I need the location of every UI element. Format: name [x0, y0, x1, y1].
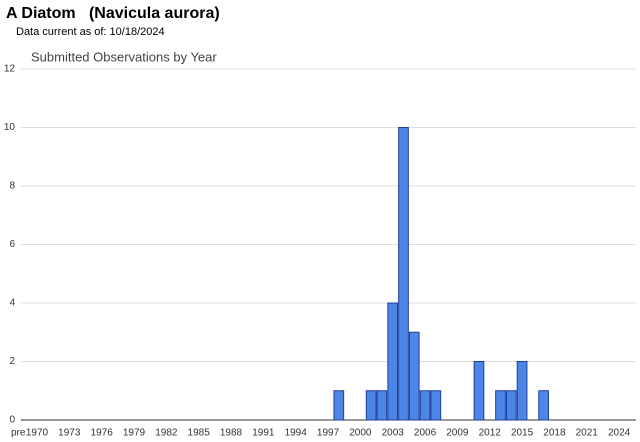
bar [419, 390, 431, 421]
page-title: A Diatom (Navicula aurora) [6, 5, 220, 22]
bar [387, 302, 399, 421]
x-tick-label: 2021 [576, 428, 599, 439]
bar [505, 390, 517, 421]
x-tick-label: 2018 [543, 428, 566, 439]
y-tick-label: 2 [9, 356, 15, 367]
y-tick-label: 0 [9, 415, 15, 426]
x-tick-label: 2003 [382, 428, 405, 439]
x-tick-label: 1994 [285, 428, 308, 439]
x-tick-label: 2015 [511, 428, 534, 439]
y-tick-label: 8 [9, 181, 15, 192]
y-tick-label: 6 [9, 239, 15, 250]
x-tick-label: 1997 [317, 428, 340, 439]
x-tick-label: 1970 [26, 428, 49, 439]
y-tick-label: 12 [4, 64, 16, 75]
x-tick-label: 2000 [349, 428, 372, 439]
x-tick-label: 2009 [446, 428, 469, 439]
data-date: Data current as of: 10/18/2024 [16, 26, 165, 38]
x-tick-label: 1991 [252, 428, 275, 439]
x-tick-label: 1982 [155, 428, 178, 439]
x-tick-label: 2006 [414, 428, 437, 439]
bar [538, 390, 549, 421]
x-tick-label: 1988 [220, 428, 243, 439]
x-tick-label: 2012 [479, 428, 502, 439]
x-tick-label: 1985 [188, 428, 211, 439]
bar [398, 127, 409, 421]
x-tick-label: 1976 [91, 428, 114, 439]
bar [333, 390, 345, 421]
y-tick-label: 10 [4, 122, 16, 133]
bar [376, 390, 388, 421]
y-tick-label: 4 [9, 298, 15, 309]
x-tick-label: 1979 [123, 428, 146, 439]
bar [473, 361, 485, 421]
bar [495, 390, 506, 421]
bar [408, 331, 420, 421]
bar [516, 361, 528, 421]
chart-title: Submitted Observations by Year [31, 49, 217, 64]
bar [365, 390, 377, 421]
x-tick-label: pre [11, 428, 26, 439]
x-tick-label: 2024 [608, 428, 631, 439]
x-tick-label: 1973 [58, 428, 81, 439]
bar [430, 390, 442, 421]
